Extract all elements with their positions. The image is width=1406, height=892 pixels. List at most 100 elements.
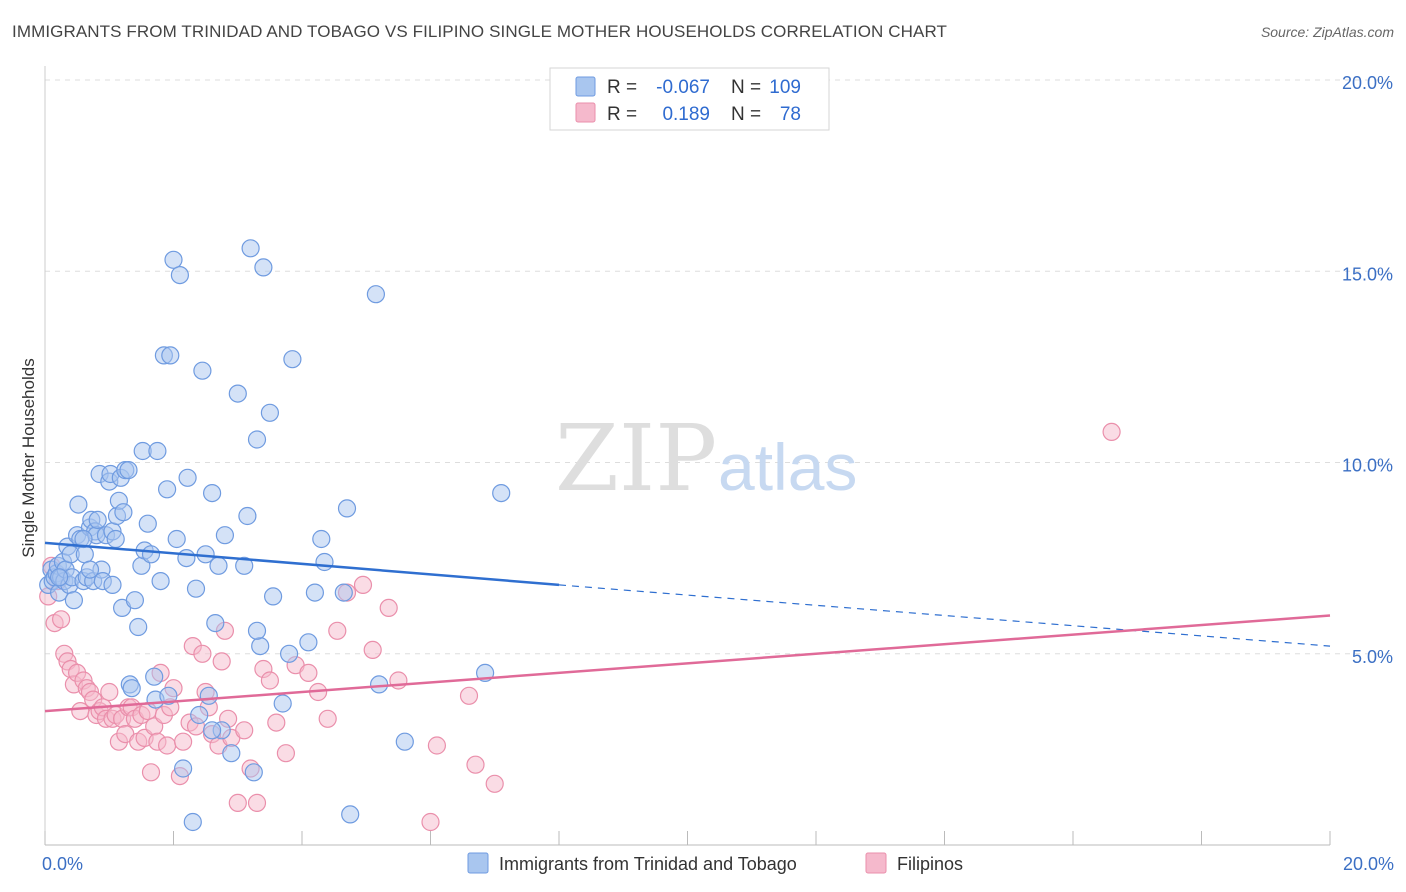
- trinidad-point-55: [151, 571, 170, 591]
- series-trinidad-points: [39, 239, 511, 832]
- filipinos-point-45: [193, 644, 212, 663]
- trinidad-point-107: [247, 621, 267, 640]
- trinidad-point-90: [283, 350, 302, 369]
- filipinos-point-50: [212, 652, 231, 671]
- axes: [44, 66, 1331, 846]
- y-tick-labels: 5.0% 10.0% 15.0% 20.0%: [1342, 73, 1393, 667]
- trinidad-point-62: [170, 266, 189, 285]
- trinidad-point-44: [122, 679, 141, 698]
- trinidad-point-96: [337, 499, 357, 518]
- filipinos-point-57: [247, 793, 267, 813]
- trinidad-point-100: [395, 732, 414, 751]
- trinidad-point-74: [209, 556, 228, 575]
- trinidad-point-103: [74, 529, 93, 549]
- trinidad-point-17: [69, 495, 88, 514]
- filipinos-point-41: [174, 732, 193, 751]
- watermark: ZIP atlas: [555, 405, 857, 512]
- series-legend-label-pink: Filipinos: [897, 854, 963, 874]
- trend-line-filipinos: [44, 614, 1331, 713]
- trinidad-point-58: [159, 686, 178, 705]
- trinidad-point-46: [129, 617, 148, 637]
- filipinos-point-19: [100, 682, 119, 702]
- trinidad-point-77: [222, 744, 241, 763]
- series-legend-label-blue: Immigrants from Trinidad and Tobago: [499, 854, 797, 874]
- trinidad-point-66: [183, 812, 202, 832]
- trinidad-point-72: [203, 484, 222, 503]
- trinidad-point-54: [148, 441, 167, 461]
- filipinos-point-59: [260, 671, 279, 690]
- trinidad-point-82: [244, 763, 263, 782]
- filipinos-point-4: [51, 610, 71, 629]
- trinidad-point-15: [64, 591, 84, 610]
- trinidad-point-83: [247, 430, 267, 449]
- trinidad-point-95: [334, 583, 353, 602]
- filipinos-point-74: [459, 686, 479, 705]
- trinidad-point-20: [75, 545, 94, 564]
- trinidad-point-91: [299, 633, 318, 652]
- y-tick-label-2: 15.0%: [1342, 264, 1393, 284]
- watermark-zip: ZIP: [555, 405, 717, 512]
- filipinos-point-65: [318, 709, 337, 728]
- legend-r-label-pink: R =: [607, 104, 637, 125]
- trinidad-point-88: [273, 694, 292, 713]
- filipinos-point-61: [276, 744, 295, 763]
- trinidad-point-51: [141, 545, 161, 564]
- legend-r-label-blue: R =: [607, 77, 637, 98]
- trinidad-point-27: [88, 510, 107, 530]
- filipinos-point-76: [485, 774, 504, 793]
- filipinos-point-37: [158, 736, 177, 755]
- trinidad-point-89: [280, 644, 299, 663]
- trinidad-point-61: [167, 529, 186, 549]
- trend-line-trinidad: [44, 541, 560, 587]
- trinidad-point-78: [228, 384, 247, 403]
- trinidad-point-67: [186, 579, 206, 598]
- stats-legend: R = -0.067 N = 109 R = 0.189 N = 78: [549, 67, 830, 131]
- y-tick-label-0: 5.0%: [1352, 647, 1393, 667]
- trinidad-point-64: [177, 548, 196, 568]
- filipinos-point-60: [267, 713, 286, 732]
- filipinos-point-75: [466, 755, 485, 774]
- trinidad-point-80: [238, 506, 257, 526]
- trinidad-point-87: [264, 587, 283, 606]
- trinidad-point-104: [80, 560, 100, 579]
- series-filipinos-points: [39, 422, 1121, 832]
- trinidad-point-108: [49, 568, 69, 587]
- trinidad-point-81: [241, 239, 260, 258]
- trend-line-trinidad-extension: [558, 584, 1331, 647]
- trinidad-point-52: [145, 667, 164, 686]
- legend-n-value-blue: 109: [769, 77, 801, 98]
- legend-swatch-blue: [575, 76, 596, 97]
- legend-r-value-blue: -0.067: [656, 77, 710, 98]
- legend-n-label-blue: N =: [731, 77, 761, 98]
- legend-r-value-pink: 0.189: [662, 104, 710, 125]
- trinidad-point-92: [305, 583, 324, 602]
- trinidad-point-79: [235, 556, 254, 575]
- trinidad-point-106: [203, 721, 222, 740]
- filipinos-point-55: [235, 721, 254, 740]
- filipinos-point-69: [363, 640, 382, 660]
- series-legend: Immigrants from Trinidad and Tobago Fili…: [467, 852, 963, 874]
- y-tick-label-1: 10.0%: [1342, 456, 1393, 476]
- filipinos-point-72: [421, 812, 440, 832]
- trinidad-point-76: [215, 526, 234, 545]
- filipinos-point-70: [379, 598, 398, 618]
- watermark-atlas: atlas: [718, 430, 857, 504]
- filipinos-point-32: [141, 763, 161, 782]
- x-tick-label-max: 20.0%: [1343, 854, 1394, 874]
- trend-lines: [44, 541, 1331, 713]
- filipinos-point-63: [299, 663, 318, 683]
- stats-legend-box: [549, 67, 830, 131]
- x-tick-label-min: 0.0%: [42, 854, 83, 874]
- trinidad-point-93: [312, 529, 331, 549]
- filipinos-point-54: [228, 793, 247, 813]
- trinidad-point-94: [315, 552, 334, 572]
- trinidad-point-85: [254, 258, 273, 277]
- trinidad-point-84: [251, 636, 270, 656]
- legend-n-label-pink: N =: [731, 104, 761, 125]
- trinidad-point-71: [199, 686, 218, 705]
- trinidad-point-98: [366, 285, 385, 304]
- series-legend-swatch-pink: [865, 852, 887, 874]
- source-credit: Source: ZipAtlas.com: [1260, 24, 1394, 40]
- legend-swatch-pink: [575, 102, 596, 123]
